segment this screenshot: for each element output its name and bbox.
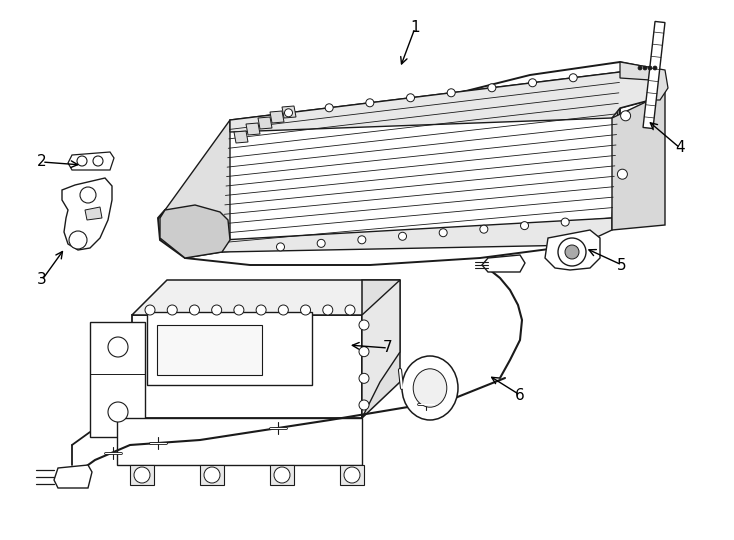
Circle shape — [621, 111, 631, 121]
Circle shape — [256, 305, 266, 315]
Polygon shape — [482, 255, 525, 272]
Circle shape — [643, 66, 647, 70]
Polygon shape — [54, 465, 92, 488]
Polygon shape — [132, 280, 400, 315]
Circle shape — [359, 320, 369, 330]
Polygon shape — [246, 123, 260, 135]
Circle shape — [569, 74, 577, 82]
Polygon shape — [234, 131, 248, 143]
Circle shape — [234, 305, 244, 315]
Polygon shape — [270, 465, 294, 485]
Polygon shape — [90, 322, 145, 437]
Polygon shape — [85, 207, 102, 220]
Polygon shape — [222, 72, 620, 252]
Polygon shape — [362, 280, 400, 418]
Circle shape — [277, 243, 285, 251]
Circle shape — [167, 305, 177, 315]
Circle shape — [285, 109, 293, 117]
Circle shape — [562, 218, 569, 226]
Circle shape — [325, 104, 333, 112]
Polygon shape — [620, 62, 668, 100]
Circle shape — [488, 84, 496, 92]
Polygon shape — [68, 152, 114, 170]
Circle shape — [211, 305, 222, 315]
Circle shape — [300, 305, 310, 315]
Text: 3: 3 — [37, 273, 47, 287]
Text: 6: 6 — [515, 388, 525, 402]
Circle shape — [358, 236, 366, 244]
Circle shape — [278, 305, 288, 315]
Ellipse shape — [402, 356, 458, 420]
Circle shape — [274, 467, 290, 483]
Circle shape — [145, 305, 155, 315]
Polygon shape — [340, 465, 364, 485]
Circle shape — [399, 232, 407, 240]
Circle shape — [407, 94, 415, 102]
Circle shape — [134, 467, 150, 483]
Polygon shape — [200, 465, 224, 485]
Polygon shape — [230, 70, 665, 132]
Circle shape — [345, 305, 355, 315]
Polygon shape — [222, 218, 612, 252]
Polygon shape — [157, 325, 262, 375]
Circle shape — [77, 156, 87, 166]
Polygon shape — [62, 178, 112, 250]
Circle shape — [439, 229, 447, 237]
Circle shape — [565, 245, 579, 259]
Polygon shape — [282, 106, 296, 118]
Circle shape — [108, 402, 128, 422]
Circle shape — [528, 79, 537, 87]
Polygon shape — [132, 315, 362, 418]
Circle shape — [359, 400, 369, 410]
Polygon shape — [147, 312, 312, 385]
Text: 7: 7 — [383, 341, 393, 355]
Circle shape — [617, 169, 628, 179]
Polygon shape — [362, 280, 400, 418]
Text: 5: 5 — [617, 258, 627, 273]
Circle shape — [93, 156, 103, 166]
Circle shape — [520, 221, 528, 229]
Circle shape — [317, 239, 325, 247]
Polygon shape — [160, 205, 230, 258]
Circle shape — [638, 66, 642, 70]
Text: 1: 1 — [410, 21, 420, 36]
Circle shape — [359, 373, 369, 383]
Circle shape — [204, 467, 220, 483]
Circle shape — [366, 99, 374, 107]
Polygon shape — [270, 111, 284, 123]
Polygon shape — [612, 85, 665, 230]
Circle shape — [480, 225, 488, 233]
Text: 4: 4 — [675, 140, 685, 156]
Circle shape — [648, 66, 652, 70]
Circle shape — [359, 347, 369, 356]
Polygon shape — [643, 22, 665, 129]
Polygon shape — [545, 230, 600, 270]
Circle shape — [108, 337, 128, 357]
Polygon shape — [130, 465, 154, 485]
Circle shape — [447, 89, 455, 97]
Polygon shape — [160, 120, 230, 258]
Ellipse shape — [413, 369, 447, 407]
Circle shape — [653, 66, 657, 70]
Polygon shape — [258, 117, 272, 129]
Circle shape — [189, 305, 200, 315]
Circle shape — [69, 231, 87, 249]
Text: 2: 2 — [37, 154, 47, 170]
Circle shape — [344, 467, 360, 483]
Polygon shape — [158, 62, 665, 265]
Circle shape — [323, 305, 333, 315]
Circle shape — [558, 238, 586, 266]
Polygon shape — [117, 418, 362, 465]
Circle shape — [80, 187, 96, 203]
